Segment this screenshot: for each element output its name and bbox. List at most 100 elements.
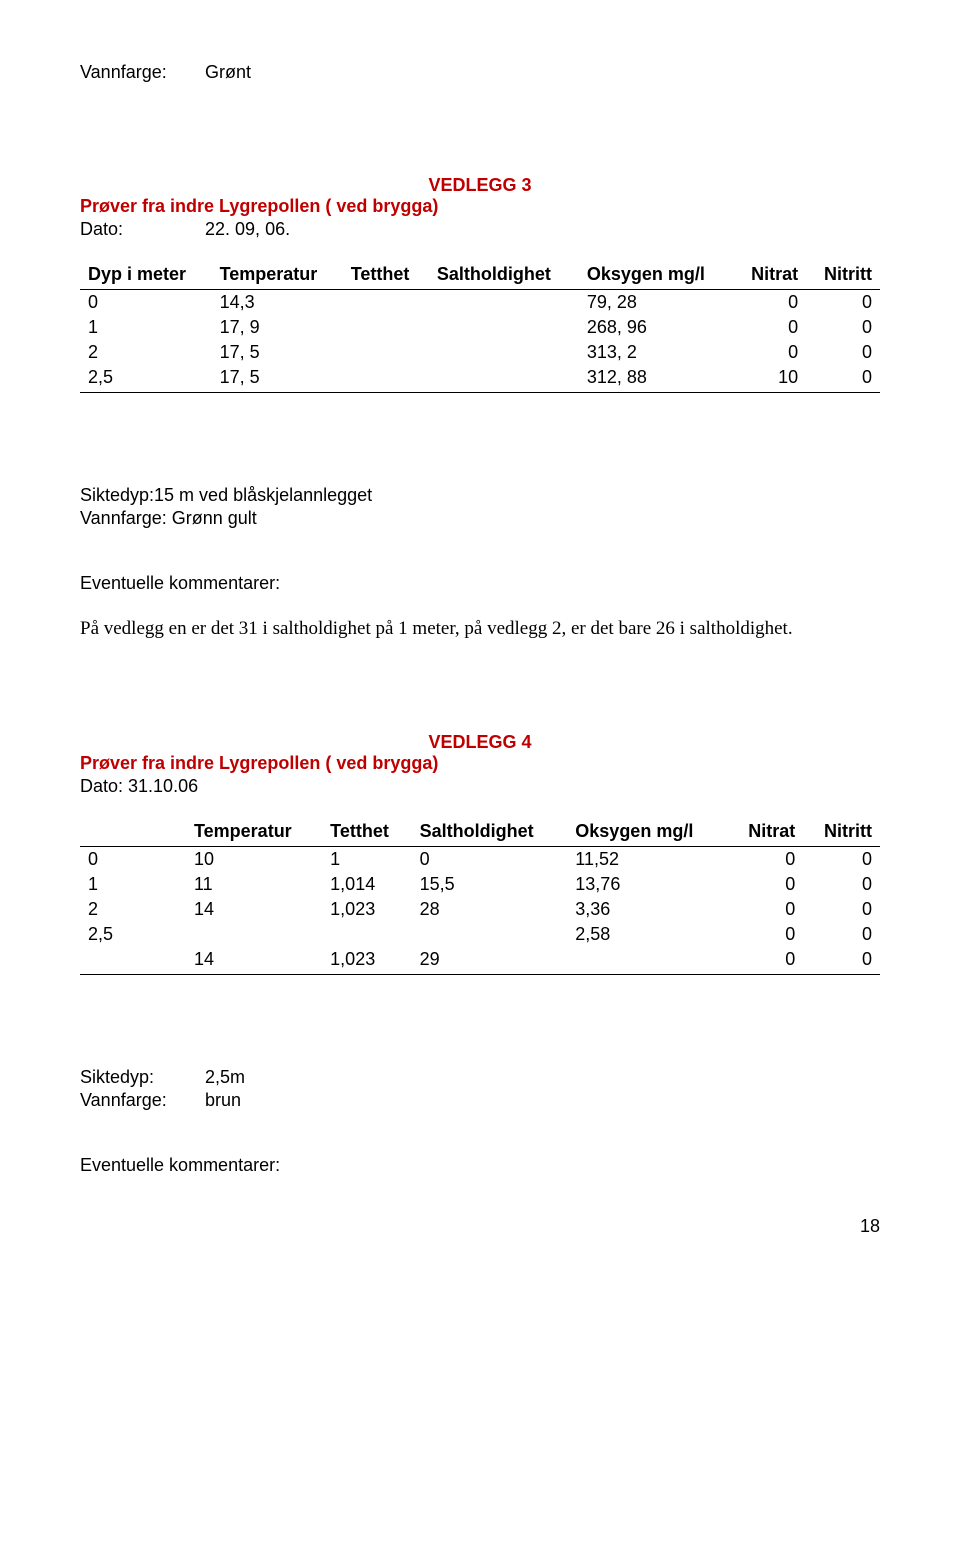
cell: 268, 96: [579, 315, 734, 340]
cell: 0: [80, 847, 186, 873]
page-number: 18: [80, 1216, 880, 1237]
cell: 0: [733, 340, 806, 365]
siktedyp2: Siktedyp: 2,5m: [80, 1067, 880, 1088]
vannfarge2: Vannfarge: brun: [80, 1090, 880, 1111]
cell: 0: [806, 340, 880, 365]
table-row: 2,5 2,58 0 0: [80, 922, 880, 947]
cell: 2: [80, 897, 186, 922]
cell: 0: [733, 290, 806, 316]
th-tetthet: Tetthet: [343, 262, 429, 290]
cell: [343, 315, 429, 340]
cell: 14: [186, 947, 322, 975]
section1-dato-label: Dato:: [80, 219, 200, 240]
vannfarge2-value: brun: [205, 1090, 241, 1110]
cell: 0: [80, 290, 212, 316]
table-row: 1 11 1,014 15,5 13,76 0 0: [80, 872, 880, 897]
cell: [429, 290, 579, 316]
cell: 3,36: [567, 897, 728, 922]
table-row: 14 1,023 29 0 0: [80, 947, 880, 975]
table-row: 2 14 1,023 28 3,36 0 0: [80, 897, 880, 922]
cell: [567, 947, 728, 975]
th-oksygen: Oksygen mg/l: [579, 262, 734, 290]
cell: 0: [733, 315, 806, 340]
cell: 2,5: [80, 922, 186, 947]
cell: 312, 88: [579, 365, 734, 393]
cell: 0: [728, 847, 803, 873]
cell: [429, 340, 579, 365]
cell: 17, 9: [212, 315, 343, 340]
cell: 1: [80, 315, 212, 340]
cell: [343, 365, 429, 393]
cell: 17, 5: [212, 340, 343, 365]
section1-dato-value: 22. 09, 06.: [205, 219, 290, 239]
th-nitritt2: Nitritt: [803, 819, 880, 847]
cell: [80, 947, 186, 975]
section1-title: Prøver fra indre Lygrepollen ( ved brygg…: [80, 196, 880, 217]
cell: 1,023: [322, 947, 411, 975]
comment1: På vedlegg en er det 31 i saltholdighet …: [80, 618, 880, 640]
cell: 1: [80, 872, 186, 897]
cell: 2,58: [567, 922, 728, 947]
cell: 2: [80, 340, 212, 365]
cell: 14,3: [212, 290, 343, 316]
table-row: 2 17, 5 313, 2 0 0: [80, 340, 880, 365]
top-vannfarge-value: Grønt: [205, 62, 251, 82]
cell: 14: [186, 897, 322, 922]
cell: 0: [728, 897, 803, 922]
table1-header-row: Dyp i meter Temperatur Tetthet Saltholdi…: [80, 262, 880, 290]
section1-dato: Dato: 22. 09, 06.: [80, 219, 880, 240]
siktedyp2-label: Siktedyp:: [80, 1067, 200, 1088]
table-row: 0 10 1 0 11,52 0 0: [80, 847, 880, 873]
cell: 0: [728, 947, 803, 975]
th-dyp: Dyp i meter: [80, 262, 212, 290]
th-nitrat2: Nitrat: [728, 819, 803, 847]
cell: [429, 365, 579, 393]
siktedyp1: Siktedyp:15 m ved blåskjelannlegget: [80, 485, 880, 506]
cell: 0: [806, 315, 880, 340]
cell: 0: [728, 922, 803, 947]
top-vannfarge-label: Vannfarge:: [80, 62, 200, 83]
cell: 29: [412, 947, 568, 975]
th-oksygen2: Oksygen mg/l: [567, 819, 728, 847]
siktedyp2-value: 2,5m: [205, 1067, 245, 1087]
cell: 0: [803, 922, 880, 947]
cell: 11,52: [567, 847, 728, 873]
cell: [322, 922, 411, 947]
cell: [412, 922, 568, 947]
th-nitritt: Nitritt: [806, 262, 880, 290]
section2-title: Prøver fra indre Lygrepollen ( ved brygg…: [80, 753, 880, 774]
table-row: 1 17, 9 268, 96 0 0: [80, 315, 880, 340]
cell: [343, 340, 429, 365]
table1: Dyp i meter Temperatur Tetthet Saltholdi…: [80, 262, 880, 393]
th-temp: Temperatur: [212, 262, 343, 290]
cell: 0: [803, 947, 880, 975]
cell: 1: [322, 847, 411, 873]
cell: 1,014: [322, 872, 411, 897]
vannfarge2-label: Vannfarge:: [80, 1090, 200, 1111]
vedlegg3-title: VEDLEGG 3: [80, 175, 880, 196]
vedlegg4-title: VEDLEGG 4: [80, 732, 880, 753]
th-tetthet2: Tetthet: [322, 819, 411, 847]
top-vannfarge: Vannfarge: Grønt: [80, 62, 880, 83]
th-salt2: Saltholdighet: [412, 819, 568, 847]
th-nitrat: Nitrat: [733, 262, 806, 290]
cell: 313, 2: [579, 340, 734, 365]
table-row: 2,5 17, 5 312, 88 10 0: [80, 365, 880, 393]
cell: 15,5: [412, 872, 568, 897]
cell: 11: [186, 872, 322, 897]
th-salt: Saltholdighet: [429, 262, 579, 290]
cell: [429, 315, 579, 340]
cell: 10: [733, 365, 806, 393]
cell: 2,5: [80, 365, 212, 393]
cell: [343, 290, 429, 316]
cell: 13,76: [567, 872, 728, 897]
cell: 79, 28: [579, 290, 734, 316]
vannfarge1: Vannfarge: Grønn gult: [80, 508, 880, 529]
th-temp2: Temperatur: [186, 819, 322, 847]
cell: 17, 5: [212, 365, 343, 393]
cell: 0: [412, 847, 568, 873]
cell: 10: [186, 847, 322, 873]
table-row: 0 14,3 79, 28 0 0: [80, 290, 880, 316]
cell: [186, 922, 322, 947]
section2-dato: Dato: 31.10.06: [80, 776, 880, 797]
